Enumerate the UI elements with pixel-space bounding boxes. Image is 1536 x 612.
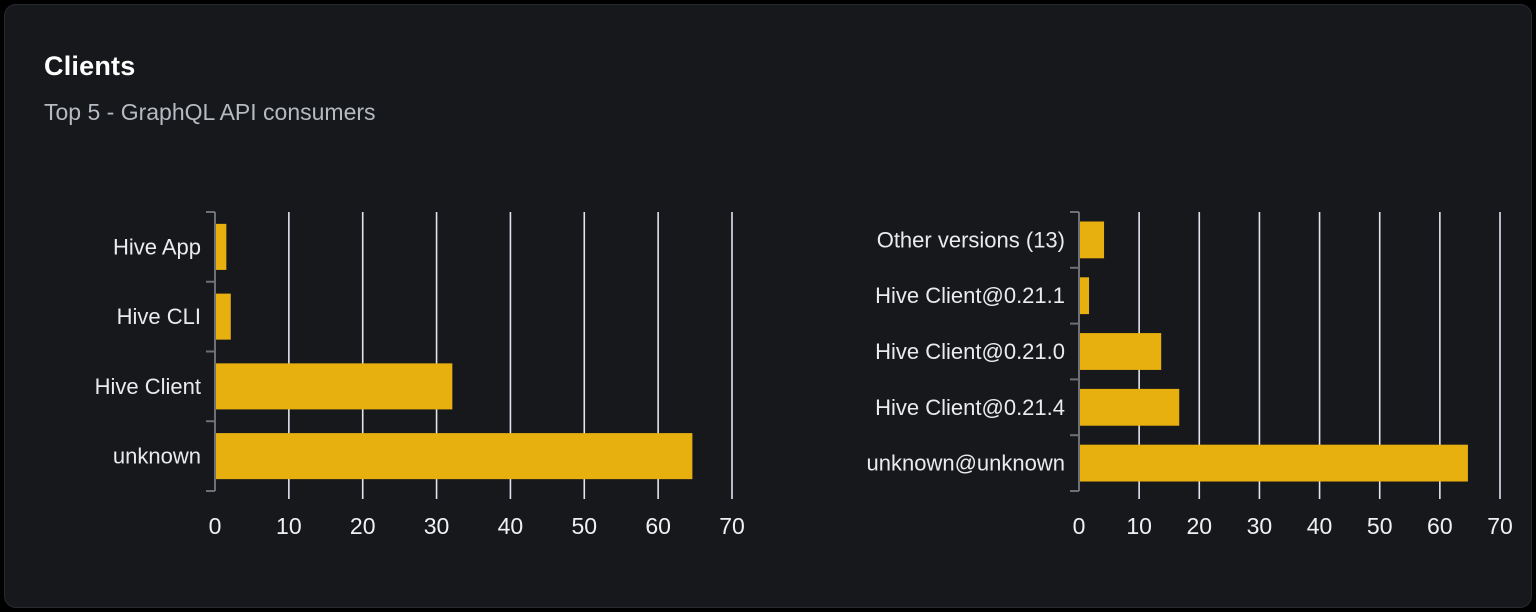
x-tick-label: 10 bbox=[1126, 513, 1152, 539]
charts-row: 0 10 20 30 40 50 60 70 Hive App Hive CLI Hive Clie… bbox=[5, 5, 1531, 607]
x-tick-label: 70 bbox=[719, 513, 745, 539]
category-label: Hive Client@0.21.1 bbox=[875, 283, 1065, 308]
category-label: Hive CLI bbox=[117, 304, 201, 329]
clients-card: Clients Top 5 - GraphQL API consumers 0 1… bbox=[4, 4, 1532, 608]
bar bbox=[1080, 277, 1090, 315]
chart-clients: 0 10 20 30 40 50 60 70 Hive App Hive CLI Hive Clie… bbox=[95, 211, 745, 539]
x-tick-label: 40 bbox=[1307, 513, 1333, 539]
x-tick-label: 50 bbox=[571, 513, 597, 539]
bar bbox=[1080, 333, 1162, 370]
category-label: Hive App bbox=[113, 234, 201, 259]
x-tick-label: 40 bbox=[498, 513, 524, 539]
bar bbox=[1080, 444, 1468, 482]
x-tick-label: 20 bbox=[350, 513, 376, 539]
x-tick-label: 30 bbox=[1247, 513, 1273, 539]
bar bbox=[216, 363, 453, 410]
x-tick-label: 60 bbox=[645, 513, 671, 539]
bar bbox=[216, 293, 231, 340]
category-label: unknown bbox=[113, 444, 201, 469]
category-label: Hive Client@0.21.0 bbox=[875, 339, 1065, 364]
category-label: Hive Client@0.21.4 bbox=[875, 395, 1065, 420]
x-tick-label: 60 bbox=[1427, 513, 1453, 539]
x-tick-label: 70 bbox=[1487, 513, 1513, 539]
category-label: Hive Client bbox=[95, 374, 201, 399]
category-label: unknown@unknown bbox=[867, 451, 1065, 476]
x-tick-label: 20 bbox=[1186, 513, 1212, 539]
x-tick-label: 10 bbox=[276, 513, 302, 539]
card-subtitle: Top 5 - GraphQL API consumers bbox=[44, 99, 376, 125]
card-title: Clients bbox=[44, 51, 136, 81]
bar bbox=[1080, 221, 1105, 259]
chart-client-versions: 0 10 20 30 40 50 60 70 Other versions (13) Hive C… bbox=[867, 211, 1513, 539]
x-tick-label: 0 bbox=[209, 513, 222, 539]
x-tick-label: 50 bbox=[1367, 513, 1393, 539]
x-tick-label: 0 bbox=[1073, 513, 1086, 539]
bar bbox=[216, 223, 227, 270]
bar bbox=[216, 433, 693, 480]
category-label: Other versions (13) bbox=[877, 227, 1065, 252]
bar bbox=[1080, 388, 1180, 426]
x-tick-label: 30 bbox=[424, 513, 450, 539]
